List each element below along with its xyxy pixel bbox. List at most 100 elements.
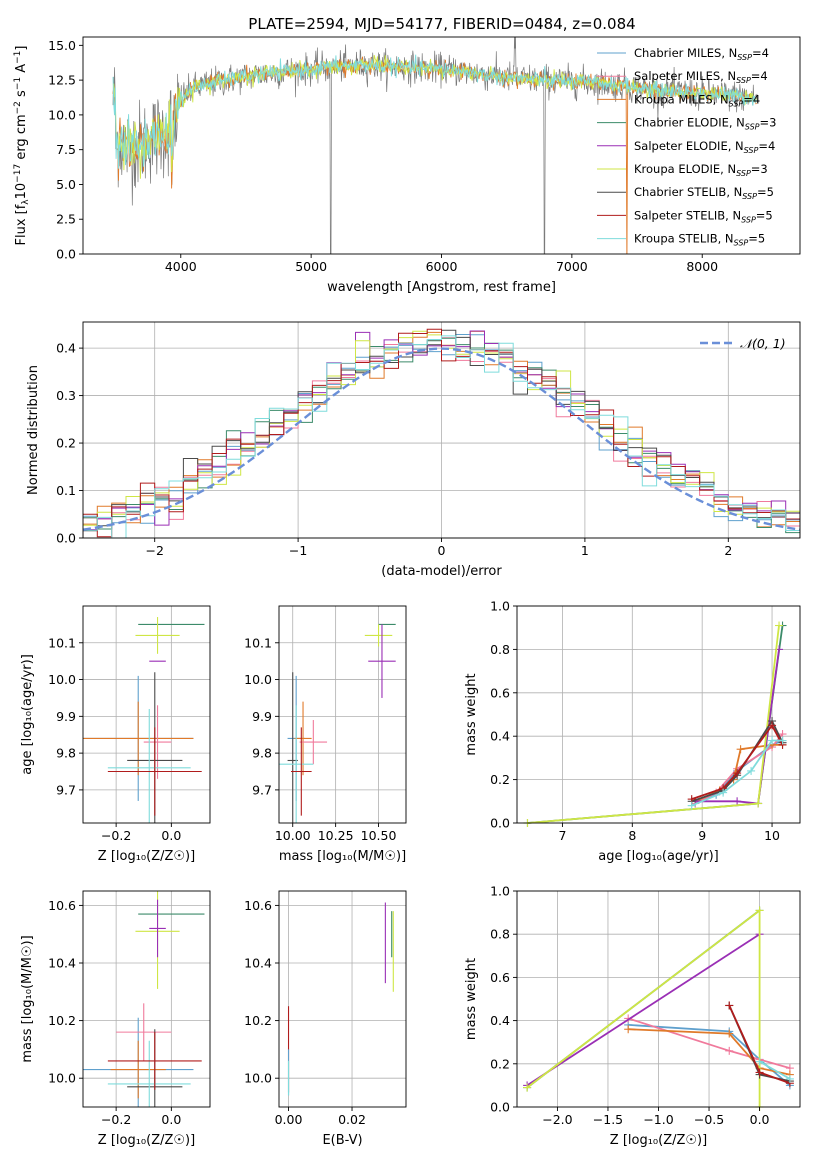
histogram-series [83,328,800,538]
legend-entry: 𝒩(0, 1) [740,336,786,351]
weight-lines [523,906,794,1111]
y-tick-label: 9.9 [56,709,76,724]
x-tick-label: −0.5 [694,1112,724,1127]
y-axis-label-part: −1 [13,77,23,90]
legend-entry-value: =4 [758,139,775,153]
y-tick-label: 1.0 [490,884,510,899]
legend-entry: Kroupa STELIB, NSSP=5 [634,232,765,248]
x-tick-label: 0.0 [161,1112,181,1127]
legend-entry-name: Chabrier ELODIE, N [634,116,745,130]
x-tick-label: 10.50 [361,828,397,843]
x-tick-label: −1.0 [643,1112,673,1127]
legend-entry: Salpeter MILES, NSSP=4 [634,69,768,85]
y-axis-label-part: erg cm [14,114,29,163]
y-tick-label: 9.8 [252,746,272,761]
y-tick-label: 2.5 [56,212,76,227]
x-tick-label: 10 [764,828,780,843]
weight-series-line [527,625,780,824]
massweight_vs_Z-panel: −2.0 −1.5 −1.0 −0.5 0.0 0.0 0.2 0.4 0.6 0.8 1.0 Z [… [464,884,801,1148]
y-tick-label: 9.8 [56,746,76,761]
y-axis-label: Normed distribution [26,365,41,495]
y-axis-label: age [log₁₀(age/yr)] [20,654,35,775]
axes-frame [82,890,211,1108]
x-tick-label: 8 [628,828,636,843]
legend-entry-name: Kroupa ELODIE, N [634,162,736,176]
y-tick-label: 0.2 [56,436,76,451]
legend-entry-sub: SSP [741,215,756,224]
x-tick-label: 8000 [686,259,718,274]
y-tick-label: 10.6 [48,898,76,913]
y-tick-label: 5.0 [56,177,76,192]
massweight_vs_age-panel: 7 8 9 10 0.0 0.2 0.4 0.6 0.8 1.0 age [log₁₀(age/yr… [464,599,801,864]
error-bars [83,891,205,1107]
legend-entry: Salpeter STELIB, NSSP=5 [634,208,773,224]
legend-entry: Chabrier MILES, NSSP=4 [634,46,769,62]
observed-spectrum [112,37,758,254]
y-tick-label: 10.2 [244,1013,272,1028]
y-axis-label-part: A [14,64,29,77]
model-spectrum-line [112,54,758,179]
x-tick-label: 0 [438,543,446,558]
y-tick-label: 10.4 [48,956,76,971]
y-axis-label-part: Flux [f [14,204,29,245]
x-tick-label: 2 [724,543,732,558]
y-tick-label: 10.2 [48,1013,76,1028]
legend-entry-value: =4 [743,92,760,106]
x-tick-label: 0.0 [750,1112,770,1127]
y-tick-label: 0.4 [490,729,510,744]
legend-entry-value: =5 [756,208,773,222]
y-tick-label: 0.0 [56,247,76,262]
legend-entry-name: Chabrier STELIB, N [634,185,742,199]
y-tick-label: 0.3 [56,388,76,403]
legend-entry: Kroupa MILES, NSSP=4 [634,92,760,108]
x-axis-label: (data-model)/error [381,564,502,579]
weight-lines [523,621,787,827]
spectrum-lines [112,37,758,254]
weight-series-line [526,908,761,1107]
y-tick-label: 10.4 [244,956,272,971]
x-tick-label: 6000 [426,259,458,274]
legend-entry-sub: SSP [742,192,757,201]
mass_vs_Z-panel: −0.2 0.0 10.0 10.2 10.4 10.6 Z [log₁₀(Z/Z☉)] ma… [20,890,211,1148]
y-axis-label-part: −17 [13,164,23,183]
y-axis-label-part: −2 [13,101,23,114]
axes-frame [278,890,407,1108]
normal-curve [83,347,800,531]
x-axis-label: Z [log₁₀(Z/Z☉)] [98,1133,195,1148]
y-tick-label: 0.0 [56,531,76,546]
weight-series-line [627,1017,791,1069]
x-tick-label: 0.00 [275,1112,303,1127]
y-axis-label-part: ] [14,46,29,51]
histogram-series [83,334,800,524]
legend-entry: Kroupa ELODIE, NSSP=3 [634,162,768,178]
y-tick-label: 7.5 [56,142,76,157]
age_vs_mass-panel: 10.00 10.25 10.50 9.7 9.8 9.9 10.0 10.1 mass [lo… [244,605,407,864]
legend-entry: Chabrier STELIB, NSSP=5 [634,185,774,201]
weight-series-line [628,1024,791,1087]
spectrum-panel: 4000 5000 6000 7000 8000 0.0 2.5 5.0 7.5 10.0 12.5… [13,36,801,295]
x-tick-label: 0.02 [338,1112,366,1127]
x-axis-label: age [log₁₀(age/yr)] [598,849,719,864]
x-tick-label: −1.5 [593,1112,623,1127]
histograms [83,328,800,538]
x-tick-label: −1 [289,543,307,558]
legend-entry-sub: SSP [729,99,744,108]
legend-entry-sub: SSP [737,53,752,62]
x-tick-label: 7000 [556,259,588,274]
legend-entry-name: Salpeter MILES, N [634,69,736,83]
axes-frame [278,605,407,824]
legend-entry-name: Salpeter ELODIE, N [634,139,744,153]
weight-series-line [759,1060,791,1080]
y-tick-label: 0.2 [490,1056,510,1071]
y-tick-label: 0.4 [56,341,76,356]
y-tick-label: 0.8 [490,642,510,657]
legend-entry-value: =3 [751,162,768,176]
x-tick-label: −2 [145,543,163,558]
y-axis-label: mass weight [464,958,479,1040]
x-tick-label: 1 [581,543,589,558]
y-axis-label: mass [log₁₀(M/M☉)] [20,935,35,1062]
error-bars [83,617,205,823]
y-axis-label-part: λ [21,199,31,205]
legend-entry-value: =3 [760,116,777,130]
